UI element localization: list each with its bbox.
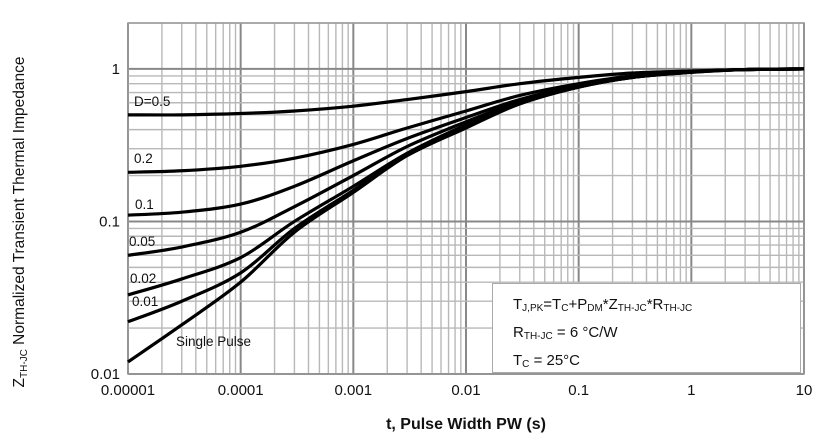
y-tick-label: 0.01 bbox=[91, 366, 120, 383]
curve-label: 0.01 bbox=[132, 294, 158, 309]
tc-line: TC = 25°C bbox=[513, 352, 581, 370]
x-tick-label: 1 bbox=[687, 382, 695, 399]
x-tick-labels: 0.00001 0.0001 0.001 0.01 0.1 1 10 bbox=[101, 382, 812, 399]
curve-label: 0.2 bbox=[134, 151, 153, 166]
y-tick-label: 1 bbox=[112, 61, 120, 78]
rth-line: RTH-JC = 6 °C/W bbox=[513, 324, 618, 342]
formula-line: TJ,PK=TC+PDM*ZTH-JC*RTH-JC bbox=[513, 296, 693, 314]
x-axis-label: t, Pulse Width PW (s) bbox=[386, 416, 546, 433]
curve-label: D=0.5 bbox=[134, 94, 170, 109]
x-tick-label: 10 bbox=[796, 382, 813, 399]
formula-annotation-box: TJ,PK=TC+PDM*ZTH-JC*RTH-JC RTH-JC = 6 °C… bbox=[492, 283, 801, 373]
curve-label: 0.05 bbox=[129, 234, 155, 249]
x-tick-label: 0.01 bbox=[451, 382, 480, 399]
x-tick-label: 0.0001 bbox=[218, 382, 264, 399]
y-axis-label: ZTH-JC Normalized Transient Thermal Impe… bbox=[11, 57, 30, 388]
plot-border bbox=[127, 22, 805, 375]
series-lines bbox=[127, 67, 805, 364]
x-tick-label: 0.00001 bbox=[101, 382, 155, 399]
y-tick-label: 0.1 bbox=[99, 213, 120, 230]
curve-label: 0.1 bbox=[135, 197, 154, 212]
x-tick-label: 0.001 bbox=[335, 382, 373, 399]
curve-label: Single Pulse bbox=[176, 334, 251, 349]
series-line-single-pulse bbox=[127, 67, 805, 364]
y-tick-labels: 0.01 0.1 1 bbox=[91, 61, 120, 383]
curve-labels: D=0.5 0.2 0.1 0.05 0.02 0.01 Single Pulse bbox=[129, 94, 251, 349]
curve-label: 0.02 bbox=[130, 271, 156, 286]
x-tick-label: 0.1 bbox=[568, 382, 589, 399]
